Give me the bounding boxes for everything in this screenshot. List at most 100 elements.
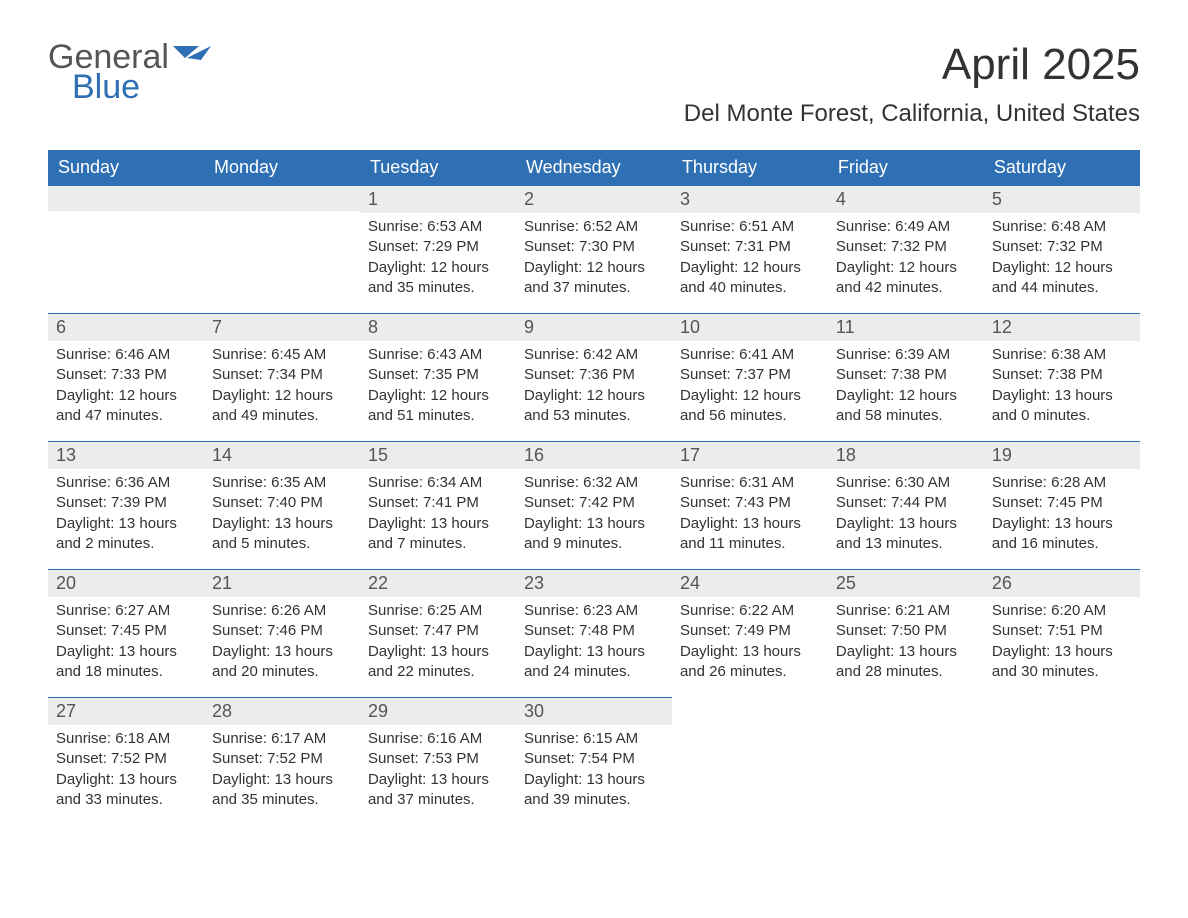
daylight-text-1: Daylight: 13 hours	[56, 642, 196, 662]
day-number: 22	[360, 570, 516, 597]
day-number: 28	[204, 698, 360, 725]
day-number: 8	[360, 314, 516, 341]
header: General Blue April 2025 Del Monte Forest…	[48, 40, 1140, 142]
day-number: 7	[204, 314, 360, 341]
daylight-text-2: and 37 minutes.	[368, 790, 508, 810]
day-number: 1	[360, 186, 516, 213]
day-number: 15	[360, 442, 516, 469]
sunrise-text: Sunrise: 6:34 AM	[368, 473, 508, 493]
sunrise-text: Sunrise: 6:16 AM	[368, 729, 508, 749]
sunset-text: Sunset: 7:31 PM	[680, 237, 820, 257]
sunset-text: Sunset: 7:35 PM	[368, 365, 508, 385]
calendar-cell: 20Sunrise: 6:27 AMSunset: 7:45 PMDayligh…	[48, 569, 204, 697]
calendar-cell	[984, 697, 1140, 825]
daylight-text-1: Daylight: 13 hours	[680, 642, 820, 662]
sunrise-text: Sunrise: 6:21 AM	[836, 601, 976, 621]
calendar-cell: 30Sunrise: 6:15 AMSunset: 7:54 PMDayligh…	[516, 697, 672, 825]
daylight-text-2: and 37 minutes.	[524, 278, 664, 298]
calendar-cell: 9Sunrise: 6:42 AMSunset: 7:36 PMDaylight…	[516, 313, 672, 441]
calendar-cell: 24Sunrise: 6:22 AMSunset: 7:49 PMDayligh…	[672, 569, 828, 697]
daylight-text-2: and 35 minutes.	[212, 790, 352, 810]
day-content: Sunrise: 6:16 AMSunset: 7:53 PMDaylight:…	[360, 725, 516, 820]
day-number: 13	[48, 442, 204, 469]
day-content: Sunrise: 6:49 AMSunset: 7:32 PMDaylight:…	[828, 213, 984, 308]
daylight-text-1: Daylight: 12 hours	[56, 386, 196, 406]
day-number: 9	[516, 314, 672, 341]
sunset-text: Sunset: 7:45 PM	[992, 493, 1132, 513]
sunset-text: Sunset: 7:47 PM	[368, 621, 508, 641]
daylight-text-1: Daylight: 12 hours	[524, 386, 664, 406]
empty-day-header	[204, 185, 360, 211]
sunset-text: Sunset: 7:54 PM	[524, 749, 664, 769]
calendar-body: 1Sunrise: 6:53 AMSunset: 7:29 PMDaylight…	[48, 185, 1140, 825]
sunset-text: Sunset: 7:45 PM	[56, 621, 196, 641]
daylight-text-2: and 56 minutes.	[680, 406, 820, 426]
daylight-text-2: and 11 minutes.	[680, 534, 820, 554]
daylight-text-1: Daylight: 12 hours	[368, 258, 508, 278]
daylight-text-2: and 18 minutes.	[56, 662, 196, 682]
sunrise-text: Sunrise: 6:35 AM	[212, 473, 352, 493]
sunrise-text: Sunrise: 6:17 AM	[212, 729, 352, 749]
sunrise-text: Sunrise: 6:38 AM	[992, 345, 1132, 365]
calendar-week: 20Sunrise: 6:27 AMSunset: 7:45 PMDayligh…	[48, 569, 1140, 697]
day-number: 26	[984, 570, 1140, 597]
calendar-cell: 15Sunrise: 6:34 AMSunset: 7:41 PMDayligh…	[360, 441, 516, 569]
calendar-cell: 16Sunrise: 6:32 AMSunset: 7:42 PMDayligh…	[516, 441, 672, 569]
calendar-cell: 17Sunrise: 6:31 AMSunset: 7:43 PMDayligh…	[672, 441, 828, 569]
daylight-text-2: and 24 minutes.	[524, 662, 664, 682]
daylight-text-2: and 51 minutes.	[368, 406, 508, 426]
day-content: Sunrise: 6:28 AMSunset: 7:45 PMDaylight:…	[984, 469, 1140, 564]
calendar-table: Sunday Monday Tuesday Wednesday Thursday…	[48, 150, 1140, 825]
day-header-row: Sunday Monday Tuesday Wednesday Thursday…	[48, 150, 1140, 185]
daylight-text-2: and 35 minutes.	[368, 278, 508, 298]
daylight-text-1: Daylight: 13 hours	[524, 642, 664, 662]
day-content: Sunrise: 6:38 AMSunset: 7:38 PMDaylight:…	[984, 341, 1140, 436]
day-content: Sunrise: 6:22 AMSunset: 7:49 PMDaylight:…	[672, 597, 828, 692]
day-number: 18	[828, 442, 984, 469]
sunrise-text: Sunrise: 6:30 AM	[836, 473, 976, 493]
calendar-cell: 27Sunrise: 6:18 AMSunset: 7:52 PMDayligh…	[48, 697, 204, 825]
calendar-cell: 2Sunrise: 6:52 AMSunset: 7:30 PMDaylight…	[516, 185, 672, 313]
daylight-text-1: Daylight: 12 hours	[992, 258, 1132, 278]
day-content: Sunrise: 6:15 AMSunset: 7:54 PMDaylight:…	[516, 725, 672, 820]
day-number: 24	[672, 570, 828, 597]
day-content: Sunrise: 6:51 AMSunset: 7:31 PMDaylight:…	[672, 213, 828, 308]
day-content: Sunrise: 6:41 AMSunset: 7:37 PMDaylight:…	[672, 341, 828, 436]
daylight-text-1: Daylight: 12 hours	[524, 258, 664, 278]
daylight-text-1: Daylight: 12 hours	[212, 386, 352, 406]
sunset-text: Sunset: 7:49 PM	[680, 621, 820, 641]
daylight-text-1: Daylight: 13 hours	[368, 514, 508, 534]
calendar-cell	[828, 697, 984, 825]
sunrise-text: Sunrise: 6:20 AM	[992, 601, 1132, 621]
day-number: 17	[672, 442, 828, 469]
calendar-cell: 7Sunrise: 6:45 AMSunset: 7:34 PMDaylight…	[204, 313, 360, 441]
daylight-text-1: Daylight: 13 hours	[992, 642, 1132, 662]
calendar-cell: 28Sunrise: 6:17 AMSunset: 7:52 PMDayligh…	[204, 697, 360, 825]
day-number: 25	[828, 570, 984, 597]
daylight-text-2: and 53 minutes.	[524, 406, 664, 426]
day-number: 5	[984, 186, 1140, 213]
calendar-cell: 6Sunrise: 6:46 AMSunset: 7:33 PMDaylight…	[48, 313, 204, 441]
day-number: 16	[516, 442, 672, 469]
location: Del Monte Forest, California, United Sta…	[684, 100, 1140, 128]
daylight-text-1: Daylight: 13 hours	[992, 386, 1132, 406]
col-tuesday: Tuesday	[360, 150, 516, 185]
daylight-text-2: and 30 minutes.	[992, 662, 1132, 682]
daylight-text-2: and 22 minutes.	[368, 662, 508, 682]
day-content: Sunrise: 6:39 AMSunset: 7:38 PMDaylight:…	[828, 341, 984, 436]
day-content: Sunrise: 6:46 AMSunset: 7:33 PMDaylight:…	[48, 341, 204, 436]
daylight-text-1: Daylight: 13 hours	[56, 770, 196, 790]
sunrise-text: Sunrise: 6:27 AM	[56, 601, 196, 621]
sunrise-text: Sunrise: 6:18 AM	[56, 729, 196, 749]
sunset-text: Sunset: 7:38 PM	[836, 365, 976, 385]
daylight-text-1: Daylight: 13 hours	[212, 770, 352, 790]
day-content: Sunrise: 6:32 AMSunset: 7:42 PMDaylight:…	[516, 469, 672, 564]
day-content: Sunrise: 6:36 AMSunset: 7:39 PMDaylight:…	[48, 469, 204, 564]
sunrise-text: Sunrise: 6:46 AM	[56, 345, 196, 365]
day-content: Sunrise: 6:48 AMSunset: 7:32 PMDaylight:…	[984, 213, 1140, 308]
calendar-cell: 19Sunrise: 6:28 AMSunset: 7:45 PMDayligh…	[984, 441, 1140, 569]
daylight-text-1: Daylight: 12 hours	[680, 258, 820, 278]
day-number: 21	[204, 570, 360, 597]
sunset-text: Sunset: 7:50 PM	[836, 621, 976, 641]
day-number: 6	[48, 314, 204, 341]
